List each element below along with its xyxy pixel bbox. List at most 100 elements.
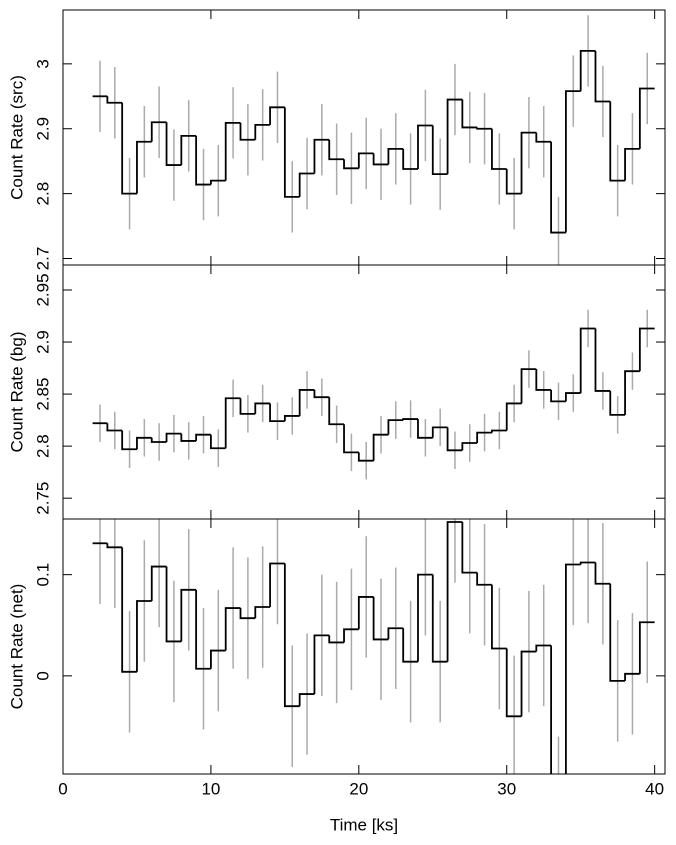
step xyxy=(431,574,448,663)
step xyxy=(328,397,345,426)
step xyxy=(136,140,152,194)
y-axis-label: Count Rate (net) xyxy=(7,584,26,710)
y-tick-label: 2.75 xyxy=(33,482,52,515)
step xyxy=(136,436,152,450)
step xyxy=(150,121,167,142)
step xyxy=(579,327,596,394)
step xyxy=(461,99,478,129)
step xyxy=(431,426,448,438)
step xyxy=(180,588,197,642)
step xyxy=(638,87,655,149)
step xyxy=(106,423,123,432)
step xyxy=(535,644,552,652)
step xyxy=(535,369,552,391)
step xyxy=(254,123,271,140)
y-tick-label: 2.85 xyxy=(33,378,52,411)
step xyxy=(150,437,167,443)
step xyxy=(357,596,374,630)
step xyxy=(609,101,626,182)
x-tick-label: 30 xyxy=(497,779,516,798)
step xyxy=(106,96,123,104)
step xyxy=(564,392,581,402)
step xyxy=(594,50,611,103)
y-axis-label: Count Rate (bg) xyxy=(7,332,26,453)
step xyxy=(165,432,182,442)
step xyxy=(579,561,596,565)
step xyxy=(150,565,167,601)
panel-frame xyxy=(62,9,666,266)
step xyxy=(417,124,433,169)
x-tick-label: 10 xyxy=(201,779,220,798)
step xyxy=(564,90,581,233)
step xyxy=(313,138,330,174)
step xyxy=(505,648,522,718)
step xyxy=(283,563,300,708)
step xyxy=(283,415,300,422)
step xyxy=(402,418,418,421)
panel-frame xyxy=(62,264,666,520)
step xyxy=(195,135,211,186)
y-tick-label: 2.9 xyxy=(33,330,52,354)
step xyxy=(446,521,463,662)
step xyxy=(624,672,640,681)
y-tick-label: 0.1 xyxy=(33,563,52,587)
step xyxy=(550,645,553,774)
step xyxy=(461,522,478,574)
y-tick-label: 2.8 xyxy=(33,434,52,458)
step xyxy=(387,627,404,640)
step xyxy=(121,102,137,195)
step xyxy=(195,433,211,441)
step xyxy=(417,419,433,439)
step xyxy=(505,168,522,195)
step xyxy=(328,139,345,161)
step xyxy=(224,397,241,449)
step xyxy=(579,49,596,92)
step xyxy=(372,596,389,641)
step xyxy=(298,693,315,707)
step xyxy=(357,152,374,169)
step xyxy=(106,543,123,549)
step xyxy=(343,424,359,454)
step xyxy=(298,389,315,416)
step xyxy=(298,172,315,197)
panel-frame xyxy=(62,518,666,775)
x-tick-label: 20 xyxy=(349,779,368,798)
step xyxy=(387,147,404,165)
step xyxy=(520,650,537,717)
step xyxy=(594,328,611,392)
step xyxy=(121,547,137,673)
y-tick-label: 2.7 xyxy=(33,247,52,271)
step xyxy=(402,148,418,170)
step xyxy=(313,389,330,399)
step xyxy=(210,179,226,185)
step xyxy=(372,433,389,461)
step xyxy=(343,159,359,170)
step xyxy=(269,562,285,608)
y-tick-label: 2.95 xyxy=(33,273,52,306)
step xyxy=(638,621,655,674)
step xyxy=(254,402,271,414)
x-tick-label: 40 xyxy=(645,779,664,798)
step xyxy=(239,122,256,141)
step xyxy=(431,125,448,176)
step xyxy=(402,628,418,663)
step xyxy=(372,153,389,166)
step xyxy=(491,128,507,170)
step xyxy=(269,403,285,423)
plot-area xyxy=(92,309,655,480)
step xyxy=(476,431,492,444)
step xyxy=(609,583,626,682)
step xyxy=(343,628,359,643)
step xyxy=(624,147,640,181)
step xyxy=(491,429,507,433)
plot-area xyxy=(92,15,655,265)
step xyxy=(328,635,345,644)
step xyxy=(446,427,463,452)
plot-area xyxy=(92,519,655,774)
step xyxy=(594,562,611,585)
step xyxy=(476,572,492,586)
step xyxy=(491,584,507,650)
y-tick-label: 2.8 xyxy=(33,182,52,206)
step xyxy=(269,106,285,125)
